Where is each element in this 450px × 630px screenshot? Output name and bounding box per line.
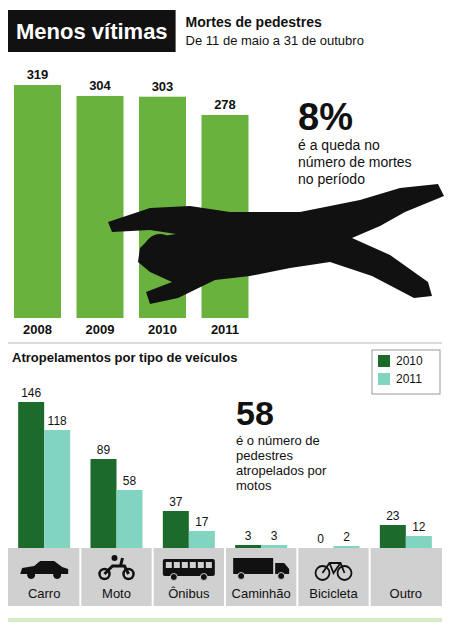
annotation: é o número depedestresatropelados pormot…	[236, 433, 327, 493]
bar	[14, 85, 61, 318]
period: De 11 de maio a 31 de outubro	[186, 33, 364, 48]
data-label: 3	[271, 529, 278, 543]
x-tick-label: Outro	[390, 586, 423, 601]
data-label: 23	[386, 509, 400, 523]
icon-rider	[112, 555, 118, 561]
text-line: motos	[236, 478, 272, 493]
icon-wheel	[170, 574, 177, 581]
footer-line	[8, 618, 442, 622]
bar	[18, 402, 44, 548]
annotation-big: 8%	[298, 96, 353, 138]
x-tick-label: Bicicleta	[309, 586, 358, 601]
divider	[296, 548, 298, 606]
bars	[14, 85, 249, 318]
data-label: 304	[89, 78, 111, 93]
data-label: 146	[21, 386, 41, 400]
data-label: 12	[412, 520, 426, 534]
icon-window	[198, 562, 204, 568]
icon-window	[190, 562, 196, 568]
separator	[8, 343, 442, 344]
silhouette	[108, 184, 444, 304]
icons	[20, 555, 351, 581]
divider	[152, 548, 154, 606]
annotation-big: 58	[236, 394, 274, 432]
divider	[79, 548, 81, 606]
bar	[308, 548, 334, 549]
data-label: 0	[317, 532, 324, 546]
data-label: 319	[27, 67, 49, 82]
text-line: pedestres	[236, 448, 294, 463]
chart-vehicles: Atropelamentos por tipo de veículos 146 89…	[8, 350, 442, 606]
data-label: 3	[245, 529, 252, 543]
x-tick-label: Caminhão	[232, 586, 291, 601]
legend-box	[372, 350, 440, 394]
title-box	[8, 10, 176, 52]
silhouette-head	[144, 234, 176, 266]
icon-wheel	[54, 572, 61, 579]
data-label: 2	[343, 530, 350, 544]
icon-wheel	[278, 573, 285, 580]
x-tick-label: 2010	[148, 322, 177, 337]
bar	[406, 536, 432, 548]
bar	[261, 545, 287, 548]
data-label: 37	[169, 495, 183, 509]
icon-window	[174, 562, 180, 568]
legend-swatch	[378, 355, 390, 367]
icon-wheel	[200, 574, 207, 581]
bar	[189, 531, 215, 548]
bar	[117, 490, 143, 548]
infographic: Menos vítimas Mortes de pedestres De 11 de…	[0, 0, 450, 630]
subtitle: Mortes de pedestres	[186, 14, 322, 30]
bars	[18, 402, 432, 548]
text-line: atropelados por	[236, 463, 327, 478]
x-tick-label: Carro	[28, 586, 61, 601]
legend: 2010 2011	[372, 350, 440, 394]
annotation: é a queda nonúmero de mortesno período	[298, 137, 412, 187]
title: Atropelamentos por tipo de veículos	[12, 350, 237, 365]
icon-window	[206, 562, 212, 568]
icon-bike	[323, 563, 345, 573]
data-label: 17	[195, 515, 209, 529]
data-label: 278	[214, 97, 236, 112]
divider	[224, 548, 226, 606]
legend-label: 2011	[396, 372, 422, 386]
x-tick-label: Moto	[102, 586, 131, 601]
data-label: 303	[152, 79, 174, 94]
data-label: 58	[123, 474, 137, 488]
x-tick-label: 2011	[211, 322, 239, 337]
icon-wheel	[238, 573, 245, 580]
icon-window	[166, 562, 172, 568]
icon-bus	[163, 559, 215, 576]
chart-deaths: Menos vítimas Mortes de pedestres De 11 de…	[8, 10, 444, 337]
bar	[91, 459, 117, 548]
bar	[380, 525, 406, 548]
icon-truck	[233, 558, 273, 574]
text-line: no período	[298, 171, 365, 187]
x-tick-label: 2008	[23, 322, 52, 337]
icon-car	[20, 561, 68, 574]
text-line: é a queda no	[298, 137, 380, 153]
bar	[163, 511, 189, 548]
text-line: é o número de	[236, 433, 320, 448]
data-label: 89	[97, 443, 111, 457]
legend-label: 2010	[396, 354, 423, 368]
title: Menos vítimas	[16, 19, 168, 44]
bar	[334, 546, 360, 548]
bar	[44, 430, 70, 548]
bar	[77, 96, 124, 318]
icon-wheel	[28, 572, 35, 579]
legend-swatch	[378, 373, 390, 385]
x-tick-label: 2009	[86, 322, 115, 337]
data-label: 118	[48, 414, 67, 428]
icon-window	[182, 562, 188, 568]
divider	[369, 548, 371, 606]
bar	[235, 545, 261, 548]
icon-moto	[105, 558, 129, 574]
x-tick-label: Ônibus	[168, 586, 210, 601]
text-line: número de mortes	[298, 154, 412, 170]
icon-strip	[8, 548, 442, 606]
